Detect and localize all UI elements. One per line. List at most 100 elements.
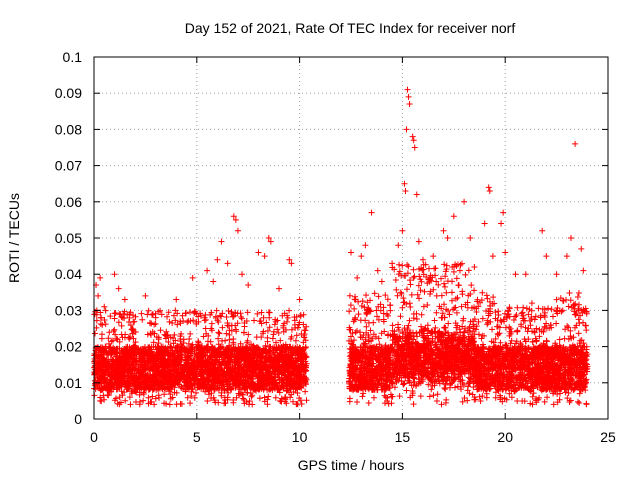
data-point bbox=[161, 391, 168, 398]
data-point bbox=[187, 400, 194, 407]
data-point bbox=[122, 397, 129, 404]
data-point bbox=[152, 395, 159, 402]
data-point bbox=[464, 397, 471, 404]
data-point bbox=[294, 389, 301, 396]
data-point bbox=[110, 327, 117, 334]
data-point bbox=[97, 394, 104, 401]
data-point bbox=[228, 322, 235, 329]
data-point bbox=[92, 330, 99, 337]
data-point bbox=[110, 357, 117, 364]
data-point bbox=[158, 311, 165, 318]
data-point bbox=[186, 309, 193, 316]
data-point bbox=[102, 307, 109, 314]
data-point bbox=[380, 304, 387, 311]
data-point bbox=[161, 400, 168, 407]
data-point bbox=[287, 335, 294, 342]
data-point bbox=[576, 399, 583, 406]
data-point bbox=[205, 332, 212, 339]
data-point bbox=[97, 309, 104, 316]
data-point bbox=[204, 397, 211, 404]
data-point bbox=[127, 322, 134, 329]
data-point bbox=[223, 313, 230, 320]
data-point bbox=[169, 320, 176, 327]
data-point bbox=[256, 395, 263, 402]
data-point bbox=[397, 313, 404, 320]
data-point bbox=[207, 395, 214, 402]
data-point bbox=[448, 289, 455, 296]
data-point bbox=[121, 315, 128, 322]
data-point bbox=[128, 388, 135, 395]
data-point bbox=[281, 310, 288, 317]
data-point bbox=[254, 310, 261, 317]
data-point bbox=[251, 317, 258, 324]
data-point bbox=[269, 345, 276, 352]
data-point bbox=[216, 330, 223, 337]
data-point bbox=[179, 312, 186, 319]
data-point bbox=[243, 318, 250, 325]
data-point bbox=[421, 288, 428, 295]
data-point bbox=[405, 263, 412, 270]
data-point bbox=[118, 331, 125, 338]
data-point bbox=[490, 294, 497, 301]
data-point bbox=[219, 324, 226, 331]
data-point bbox=[296, 395, 303, 402]
data-point bbox=[244, 309, 251, 316]
data-point bbox=[98, 398, 105, 405]
data-point bbox=[101, 317, 108, 324]
data-point bbox=[130, 318, 137, 325]
data-point bbox=[234, 310, 241, 317]
data-point bbox=[125, 334, 132, 341]
data-point bbox=[254, 344, 261, 351]
data-point bbox=[576, 301, 583, 308]
data-point bbox=[191, 310, 198, 317]
data-point bbox=[149, 311, 156, 318]
data-point bbox=[215, 319, 222, 326]
data-point bbox=[269, 335, 276, 342]
data-point bbox=[426, 393, 433, 400]
data-point bbox=[272, 394, 279, 401]
data-point bbox=[244, 378, 251, 385]
data-point bbox=[182, 310, 189, 317]
data-point bbox=[502, 324, 509, 331]
data-point bbox=[359, 393, 366, 400]
data-point bbox=[574, 398, 581, 405]
data-point bbox=[192, 389, 199, 396]
data-point bbox=[200, 367, 207, 374]
data-point bbox=[189, 341, 196, 348]
data-point bbox=[212, 313, 219, 320]
data-point bbox=[294, 401, 301, 408]
data-point bbox=[240, 395, 247, 402]
data-point bbox=[471, 287, 478, 294]
data-point bbox=[178, 341, 185, 348]
data-point bbox=[111, 326, 118, 333]
data-point bbox=[282, 395, 289, 402]
data-point bbox=[430, 286, 437, 293]
data-point bbox=[151, 321, 158, 328]
data-point bbox=[249, 401, 256, 408]
data-point bbox=[136, 401, 143, 408]
data-point bbox=[513, 312, 520, 319]
data-point bbox=[102, 321, 109, 328]
data-point bbox=[416, 295, 423, 302]
data-point bbox=[377, 307, 384, 314]
data-point bbox=[225, 322, 232, 329]
data-point bbox=[140, 397, 147, 404]
data-point bbox=[218, 392, 225, 399]
data-point bbox=[93, 317, 100, 324]
data-point bbox=[107, 313, 114, 320]
data-point bbox=[288, 326, 295, 333]
data-point bbox=[290, 398, 297, 405]
data-point bbox=[467, 318, 474, 325]
data-point bbox=[136, 391, 143, 398]
data-point bbox=[112, 364, 119, 371]
data-points bbox=[91, 86, 591, 408]
data-point bbox=[215, 399, 222, 406]
data-point bbox=[281, 320, 288, 327]
data-point bbox=[151, 330, 158, 337]
data-point bbox=[445, 320, 452, 327]
data-point bbox=[228, 310, 235, 317]
data-point bbox=[164, 313, 171, 320]
data-point bbox=[208, 320, 215, 327]
data-point bbox=[438, 292, 445, 299]
data-point bbox=[139, 316, 146, 323]
